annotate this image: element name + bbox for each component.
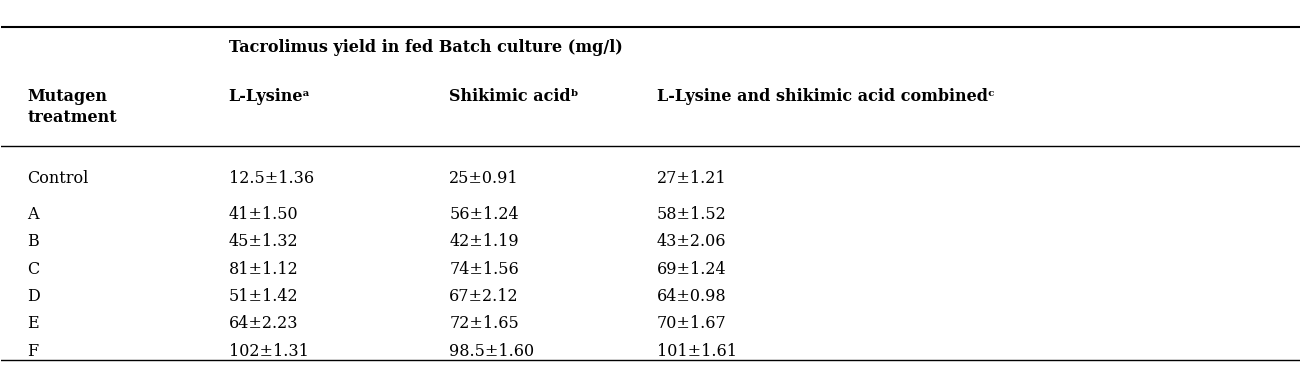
Text: L-Lysine and shikimic acid combinedᶜ: L-Lysine and shikimic acid combinedᶜ xyxy=(657,89,995,105)
Text: 102±1.31: 102±1.31 xyxy=(229,343,308,360)
Text: 58±1.52: 58±1.52 xyxy=(657,206,727,223)
Text: 72±1.65: 72±1.65 xyxy=(449,315,519,332)
Text: D: D xyxy=(27,288,40,305)
Text: 27±1.21: 27±1.21 xyxy=(657,170,727,187)
Text: Tacrolimus yield in fed Batch culture (mg/l): Tacrolimus yield in fed Batch culture (m… xyxy=(229,40,622,56)
Text: 12.5±1.36: 12.5±1.36 xyxy=(229,170,314,187)
Text: 45±1.32: 45±1.32 xyxy=(229,234,298,250)
Text: C: C xyxy=(27,261,39,278)
Text: Mutagen
treatment: Mutagen treatment xyxy=(27,89,117,126)
Text: 56±1.24: 56±1.24 xyxy=(449,206,519,223)
Text: 42±1.19: 42±1.19 xyxy=(449,234,519,250)
Text: L-Lysineᵃ: L-Lysineᵃ xyxy=(229,89,311,105)
Text: 64±2.23: 64±2.23 xyxy=(229,315,298,332)
Text: 51±1.42: 51±1.42 xyxy=(229,288,298,305)
Text: Control: Control xyxy=(27,170,88,187)
Text: 70±1.67: 70±1.67 xyxy=(657,315,727,332)
Text: Shikimic acidᵇ: Shikimic acidᵇ xyxy=(449,89,579,105)
Text: F: F xyxy=(27,343,39,360)
Text: 81±1.12: 81±1.12 xyxy=(229,261,298,278)
Text: 98.5±1.60: 98.5±1.60 xyxy=(449,343,535,360)
Text: 67±2.12: 67±2.12 xyxy=(449,288,519,305)
Text: 74±1.56: 74±1.56 xyxy=(449,261,519,278)
Text: E: E xyxy=(27,315,39,332)
Text: 25±0.91: 25±0.91 xyxy=(449,170,519,187)
Text: 41±1.50: 41±1.50 xyxy=(229,206,298,223)
Text: 43±2.06: 43±2.06 xyxy=(657,234,726,250)
Text: B: B xyxy=(27,234,39,250)
Text: 69±1.24: 69±1.24 xyxy=(657,261,727,278)
Text: A: A xyxy=(27,206,39,223)
Text: 101±1.61: 101±1.61 xyxy=(657,343,736,360)
Text: 64±0.98: 64±0.98 xyxy=(657,288,727,305)
